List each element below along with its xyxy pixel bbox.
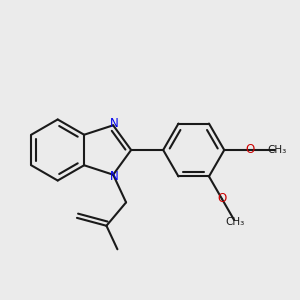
Text: N: N bbox=[110, 117, 118, 130]
Text: O: O bbox=[246, 143, 255, 157]
Text: N: N bbox=[110, 170, 118, 183]
Text: O: O bbox=[217, 192, 226, 206]
Text: CH₃: CH₃ bbox=[226, 217, 245, 227]
Text: CH₃: CH₃ bbox=[267, 145, 286, 155]
